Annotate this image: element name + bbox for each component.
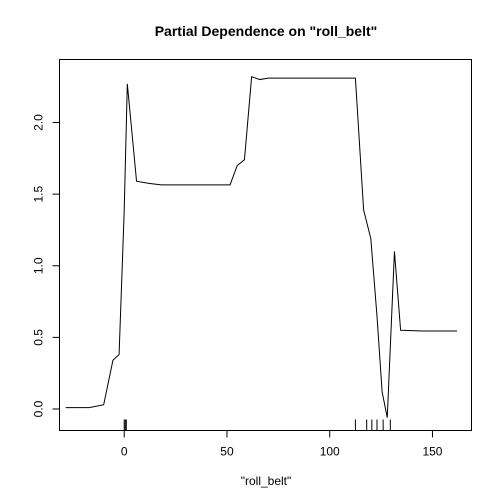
series-group: [65, 76, 458, 418]
chart-title: Partial Dependence on "roll_belt": [155, 23, 378, 39]
x-tick-label: 0: [121, 445, 128, 459]
x-axis-label: "roll_belt": [241, 474, 292, 488]
y-tick-label: 1.0: [32, 257, 46, 274]
x-axis: 0 50 100 150: [121, 430, 443, 459]
x-tick-label: 50: [220, 445, 234, 459]
y-tick-label: 0.5: [32, 329, 46, 346]
y-axis: 0.0 0.5 1.0 1.5 2.0: [32, 114, 60, 417]
x-tick-label: 150: [422, 445, 442, 459]
y-tick-label: 0.0: [32, 400, 46, 417]
y-tick-label: 1.5: [32, 185, 46, 202]
y-tick-label: 2.0: [32, 114, 46, 131]
series-line: [65, 76, 458, 418]
plot-frame: [59, 59, 472, 431]
rug-group: [123, 419, 391, 431]
x-tick-label: 100: [320, 445, 340, 459]
